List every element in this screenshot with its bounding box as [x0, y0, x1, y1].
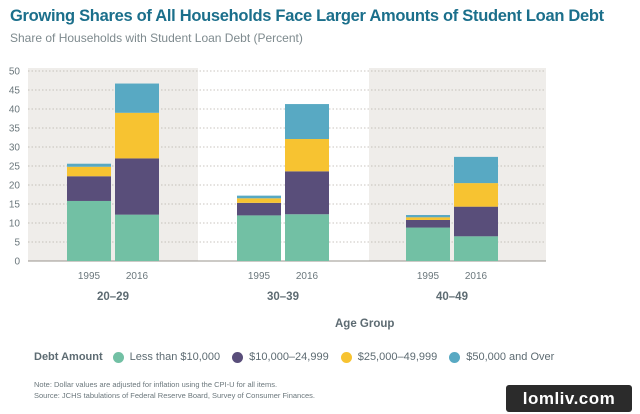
note-line: Note: Dollar values are adjusted for inf… [34, 380, 278, 389]
legend-swatch [232, 351, 244, 363]
bar-segment [454, 156, 498, 184]
group-label: 40–49 [436, 291, 468, 303]
bar-segment [67, 163, 111, 167]
x-tick-label: 1995 [78, 271, 101, 282]
x-tick-label: 1995 [417, 271, 440, 282]
stacked-bar-chart: 0 5 10 15 20 25 30 35 40 45 50 1995 2016 20–29 1995 201… [9, 67, 546, 303]
y-tick-label: 35 [9, 124, 21, 135]
notes: Note: Dollar values are adjusted for inf… [34, 380, 315, 401]
legend-swatch [112, 351, 124, 363]
y-tick-label: 15 [9, 200, 21, 211]
y-tick-label: 40 [9, 105, 21, 116]
y-tick-label: 10 [9, 219, 21, 230]
y-tick-label: 45 [9, 86, 21, 97]
bar-segment [237, 202, 281, 216]
bar-segment [67, 176, 111, 201]
bar-segment [115, 83, 159, 113]
x-tick-label: 2016 [296, 271, 319, 282]
watermark: lomliv.com [506, 385, 632, 412]
bar-segment [285, 104, 329, 140]
bar-segment [454, 206, 498, 237]
x-axis-title: Age Group [335, 318, 395, 330]
bar-segment [115, 158, 159, 215]
bar-segment [67, 200, 111, 261]
bar-segment [285, 214, 329, 261]
bar-segment [237, 215, 281, 261]
legend-item-less-than-10000: Less than $10,000 [112, 351, 221, 363]
legend-item-50000-and-over: $50,000 and Over [449, 351, 554, 363]
bar-segment [454, 183, 498, 207]
group-label: 30–39 [267, 291, 299, 303]
y-tick-label: 30 [9, 143, 21, 154]
bar-segment [406, 219, 450, 228]
chart-subtitle: Share of Households with Student Loan De… [10, 31, 303, 45]
chart-title: Growing Shares of All Households Face La… [10, 7, 604, 25]
bar-segment [454, 236, 498, 261]
bar-segment [285, 139, 329, 172]
y-tick-label: 5 [14, 238, 20, 249]
y-tick-label: 20 [9, 181, 21, 192]
bar-segment [406, 215, 450, 218]
legend: Debt Amount Less than $10,000 $10,000–24… [34, 349, 566, 365]
legend-label: $25,000–49,999 [357, 351, 438, 363]
source-line: Source: JCHS tabulations of Federal Rese… [34, 390, 315, 400]
bar-segment [285, 171, 329, 215]
legend-label: Less than $10,000 [129, 351, 221, 363]
legend-label: $50,000 and Over [466, 351, 555, 363]
bar-segment [115, 214, 159, 261]
legend-label: $10,000–24,999 [249, 351, 329, 363]
y-tick-label: 25 [9, 162, 21, 173]
y-tick-label: 50 [9, 67, 21, 78]
bar-segment [115, 112, 159, 159]
x-tick-label: 2016 [126, 271, 149, 282]
x-tick-label: 2016 [465, 271, 488, 282]
legend-swatch [449, 351, 461, 363]
bar-segment [406, 227, 450, 261]
bar-segment [237, 195, 281, 199]
group-label: 20–29 [97, 291, 129, 303]
legend-swatch [340, 351, 352, 363]
legend-item-10000-24999: $10,000–24,999 [232, 351, 329, 363]
bar-segment [406, 217, 450, 220]
bar-segment [237, 198, 281, 203]
legend-title: Debt Amount [34, 351, 103, 363]
bar-segment [67, 166, 111, 177]
group-background [28, 68, 198, 261]
legend-item-25000-49999: $25,000–49,999 [340, 351, 438, 363]
x-tick-label: 1995 [248, 271, 271, 282]
y-tick-label: 0 [14, 257, 20, 268]
